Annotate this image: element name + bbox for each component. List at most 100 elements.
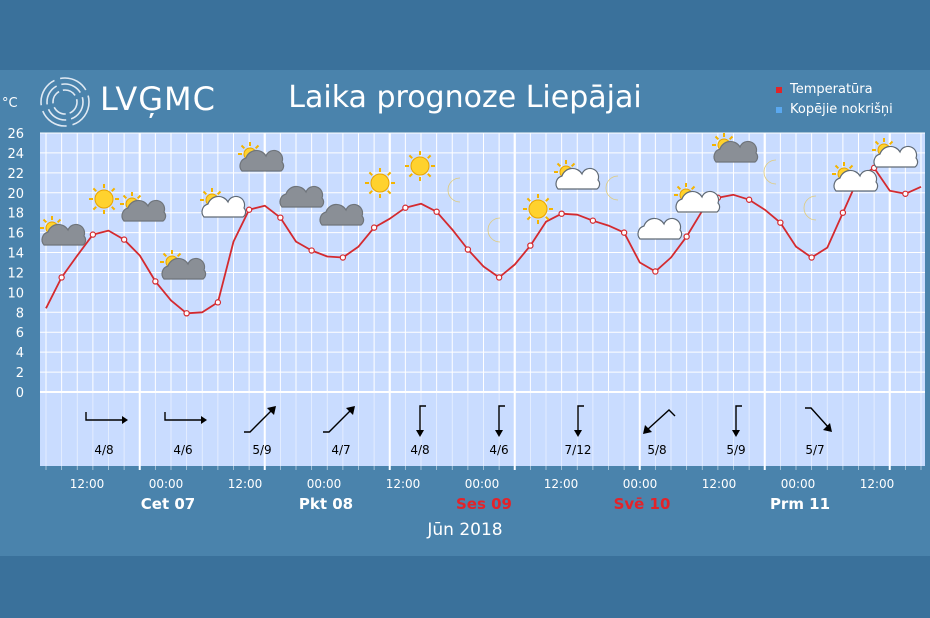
wind-label: 4/8	[94, 443, 113, 457]
wind-label: 7/12	[565, 443, 592, 457]
temperature-line	[45, 167, 922, 315]
moon-icon	[447, 177, 461, 203]
wind-label: 4/8	[410, 443, 429, 457]
wind-label: 4/6	[173, 443, 192, 457]
x-tick-label: 00:00	[623, 477, 658, 491]
temperature-point	[527, 242, 534, 249]
partly-cloudy-icon	[120, 192, 167, 222]
wind-arrow-icon	[244, 406, 276, 433]
wind-label: 4/7	[331, 443, 350, 457]
wind-arrow-icon	[643, 409, 676, 434]
temperature-point	[495, 274, 503, 281]
y-tick-label: 26	[7, 127, 24, 142]
partly-cloudy-icon	[40, 216, 87, 246]
partly-cloudy-icon	[160, 250, 207, 280]
temperature-point	[808, 254, 815, 261]
legend-label: Temperatūra	[790, 82, 873, 97]
temperature-point	[214, 299, 222, 306]
y-tick-label: 10	[7, 286, 24, 301]
wind-label: 5/9	[726, 443, 745, 457]
temperature-point	[245, 206, 253, 213]
wind-label: 4/6	[489, 443, 508, 457]
x-tick-label: 12:00	[386, 477, 421, 491]
day-label: Cet 07	[141, 495, 195, 513]
cloudy-night-icon	[319, 198, 365, 226]
cloud-sun-icon	[554, 160, 601, 190]
moon-icon	[803, 195, 817, 221]
moon-icon	[763, 159, 777, 185]
top-band	[0, 0, 930, 70]
cloud-sun-icon	[674, 183, 721, 213]
cloud-sun-icon	[872, 138, 919, 168]
cloud-moon-icon	[637, 212, 683, 240]
temperature-point	[464, 246, 472, 253]
y-tick-label: 14	[7, 247, 24, 262]
wind-label: 5/9	[252, 443, 271, 457]
temperature-point	[902, 190, 909, 197]
x-tick-label: 12:00	[702, 477, 737, 491]
y-tick-label: 4	[16, 346, 24, 361]
sun-icon	[405, 151, 435, 181]
x-tick-label: 00:00	[307, 477, 342, 491]
moon-icon	[487, 217, 501, 243]
temperature-point	[777, 219, 784, 226]
sun-icon	[365, 168, 395, 198]
temperature-point	[402, 204, 409, 211]
day-label: Ses 09	[456, 495, 512, 513]
x-tick-label: 00:00	[465, 477, 500, 491]
day-label: Svē 10	[614, 495, 671, 513]
wind-arrow-icon	[574, 405, 584, 437]
wind-arrow-icon	[164, 412, 207, 424]
cloud-sun-icon	[200, 188, 247, 218]
y-tick-label: 12	[7, 266, 24, 281]
legend-item-precipitation: Kopējie nokrišņi	[776, 100, 893, 120]
temperature-point	[308, 247, 315, 254]
y-tick-label: 22	[7, 167, 24, 182]
bottom-band	[0, 556, 930, 618]
month-label: Jūn 2018	[427, 520, 503, 540]
y-axis-unit: °C	[2, 96, 18, 111]
legend-swatch	[776, 86, 782, 93]
temperature-point	[652, 268, 659, 275]
temperature-point	[152, 278, 159, 285]
cloudy-night-icon	[279, 180, 325, 208]
x-tick-label: 12:00	[544, 477, 579, 491]
y-tick-label: 2	[16, 366, 24, 381]
wind-strip-background	[40, 392, 925, 466]
day-label: Prm 11	[770, 495, 830, 513]
page-title: Laika prognoze Liepājai	[288, 80, 642, 115]
cloud-sun-icon	[832, 162, 879, 192]
wind-label: 5/8	[647, 443, 666, 457]
temperature-point	[183, 310, 190, 317]
temperature-point	[370, 224, 378, 231]
wind-arrow-icon	[416, 405, 426, 437]
wind-arrow-icon	[732, 405, 742, 437]
x-tick-label: 12:00	[70, 477, 105, 491]
day-label: Pkt 08	[299, 495, 353, 513]
partly-cloudy-icon	[712, 133, 759, 163]
moon-icon	[605, 175, 619, 201]
y-tick-label: 8	[16, 306, 24, 321]
x-tick-label: 00:00	[149, 477, 184, 491]
legend-swatch	[776, 106, 782, 113]
legend-label: Kopējie nokrišņi	[790, 102, 893, 117]
temperature-point	[745, 196, 753, 203]
temperature-point	[589, 217, 597, 224]
temperature-point	[339, 254, 347, 261]
y-tick-label: 18	[7, 207, 24, 222]
wind-arrow-icon	[85, 412, 128, 424]
y-tick-label: 6	[16, 326, 24, 341]
x-tick-label: 12:00	[228, 477, 263, 491]
temperature-point	[58, 274, 65, 281]
temperature-point	[433, 208, 440, 215]
wind-arrow-icon	[805, 407, 832, 432]
temperature-point	[839, 209, 847, 216]
lvgmc-logo-icon	[40, 77, 90, 127]
legend-item-temperature: Temperatūra	[776, 80, 893, 100]
temperature-point	[277, 214, 284, 221]
partly-cloudy-icon	[238, 142, 285, 172]
temperature-point	[683, 233, 690, 240]
wind-label: 5/7	[805, 443, 824, 457]
x-tick-label: 00:00	[781, 477, 816, 491]
